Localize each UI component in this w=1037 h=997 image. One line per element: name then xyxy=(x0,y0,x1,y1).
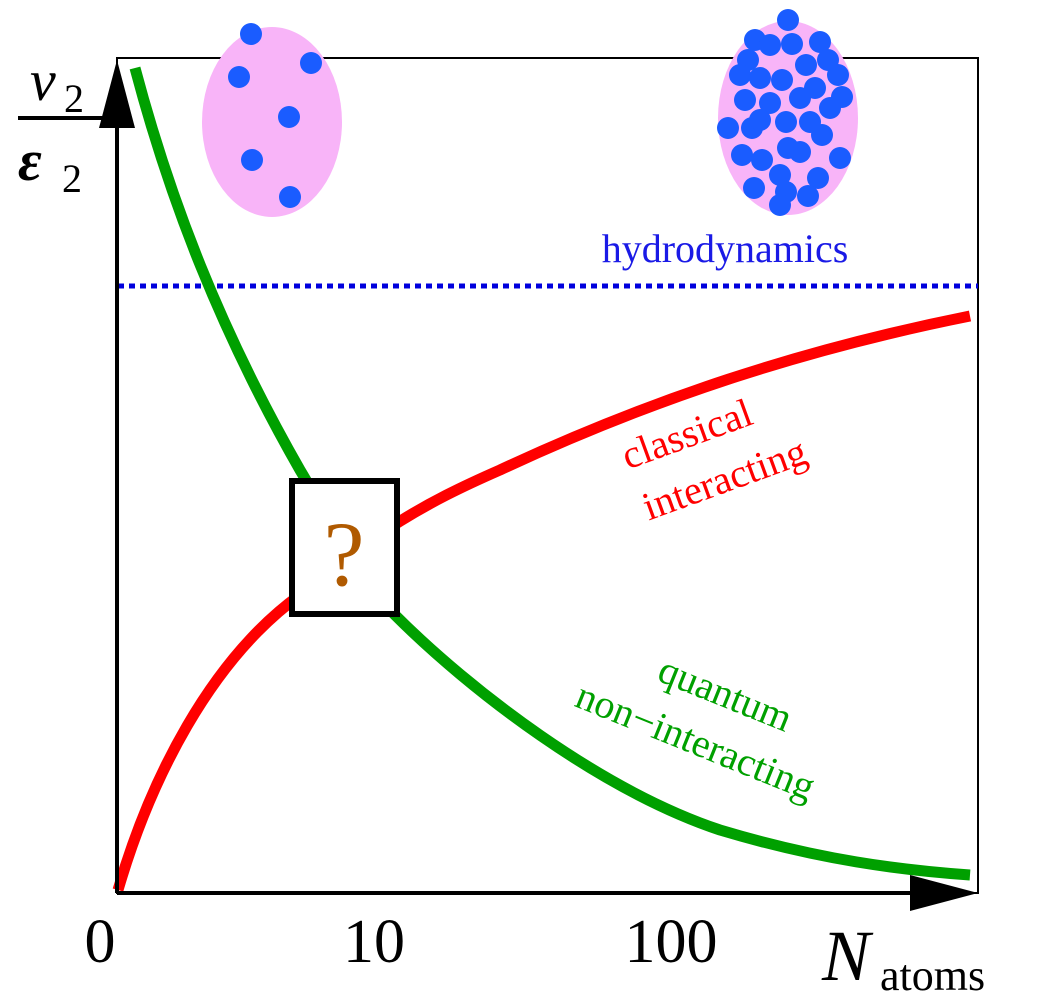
x-arrowhead xyxy=(910,875,978,911)
y-arrowhead xyxy=(99,60,135,128)
atom xyxy=(731,144,753,166)
atom xyxy=(749,109,771,131)
atom xyxy=(279,186,301,208)
atom xyxy=(829,147,851,169)
atom xyxy=(781,33,803,55)
atoms xyxy=(717,9,853,216)
atom xyxy=(797,185,819,207)
atom xyxy=(819,97,841,119)
atom xyxy=(241,149,263,171)
many-atoms-cloud xyxy=(717,9,858,216)
question-mark: ? xyxy=(324,503,365,605)
atom xyxy=(795,54,817,76)
atom xyxy=(240,23,262,45)
y-label-denominator: ε xyxy=(18,128,42,193)
x-label-sub: atoms xyxy=(880,951,985,997)
classical-curve xyxy=(112,310,972,892)
atom xyxy=(228,66,250,88)
atom xyxy=(807,167,829,189)
cloud xyxy=(202,27,342,217)
atom xyxy=(300,52,322,74)
atom xyxy=(743,177,765,199)
atom xyxy=(771,69,793,91)
x-tick-label: 0 xyxy=(85,908,116,976)
atom xyxy=(278,106,300,128)
atom xyxy=(749,67,771,89)
few-atoms-cloud xyxy=(202,23,342,217)
atom xyxy=(759,34,781,56)
atom xyxy=(789,87,811,109)
atom xyxy=(775,111,797,133)
atom xyxy=(759,92,781,114)
atom xyxy=(717,117,739,139)
atom xyxy=(789,141,811,163)
atom xyxy=(809,31,831,53)
atom xyxy=(769,164,791,186)
unknown-box xyxy=(289,478,400,617)
x-tick-label: 10 xyxy=(343,908,405,976)
classical-labels: classical interacting xyxy=(615,390,812,530)
atom xyxy=(827,64,849,86)
atoms xyxy=(228,23,322,208)
x-axis-label: N atoms xyxy=(821,916,985,997)
atom xyxy=(769,194,791,216)
y-axis-label: v 2 ε 2 xyxy=(18,48,104,201)
y-label-denominator-sub: 2 xyxy=(62,156,82,201)
atom xyxy=(777,9,799,31)
y-label-numerator-sub: 2 xyxy=(64,76,84,121)
hydrodynamics-label: hydrodynamics xyxy=(602,226,849,271)
x-label-main: N xyxy=(821,916,874,996)
x-tick-label: 100 xyxy=(625,908,718,976)
atom xyxy=(729,64,751,86)
atom xyxy=(734,89,756,111)
atom xyxy=(751,149,773,171)
atom xyxy=(811,124,833,146)
y-label-numerator: v xyxy=(30,48,56,113)
